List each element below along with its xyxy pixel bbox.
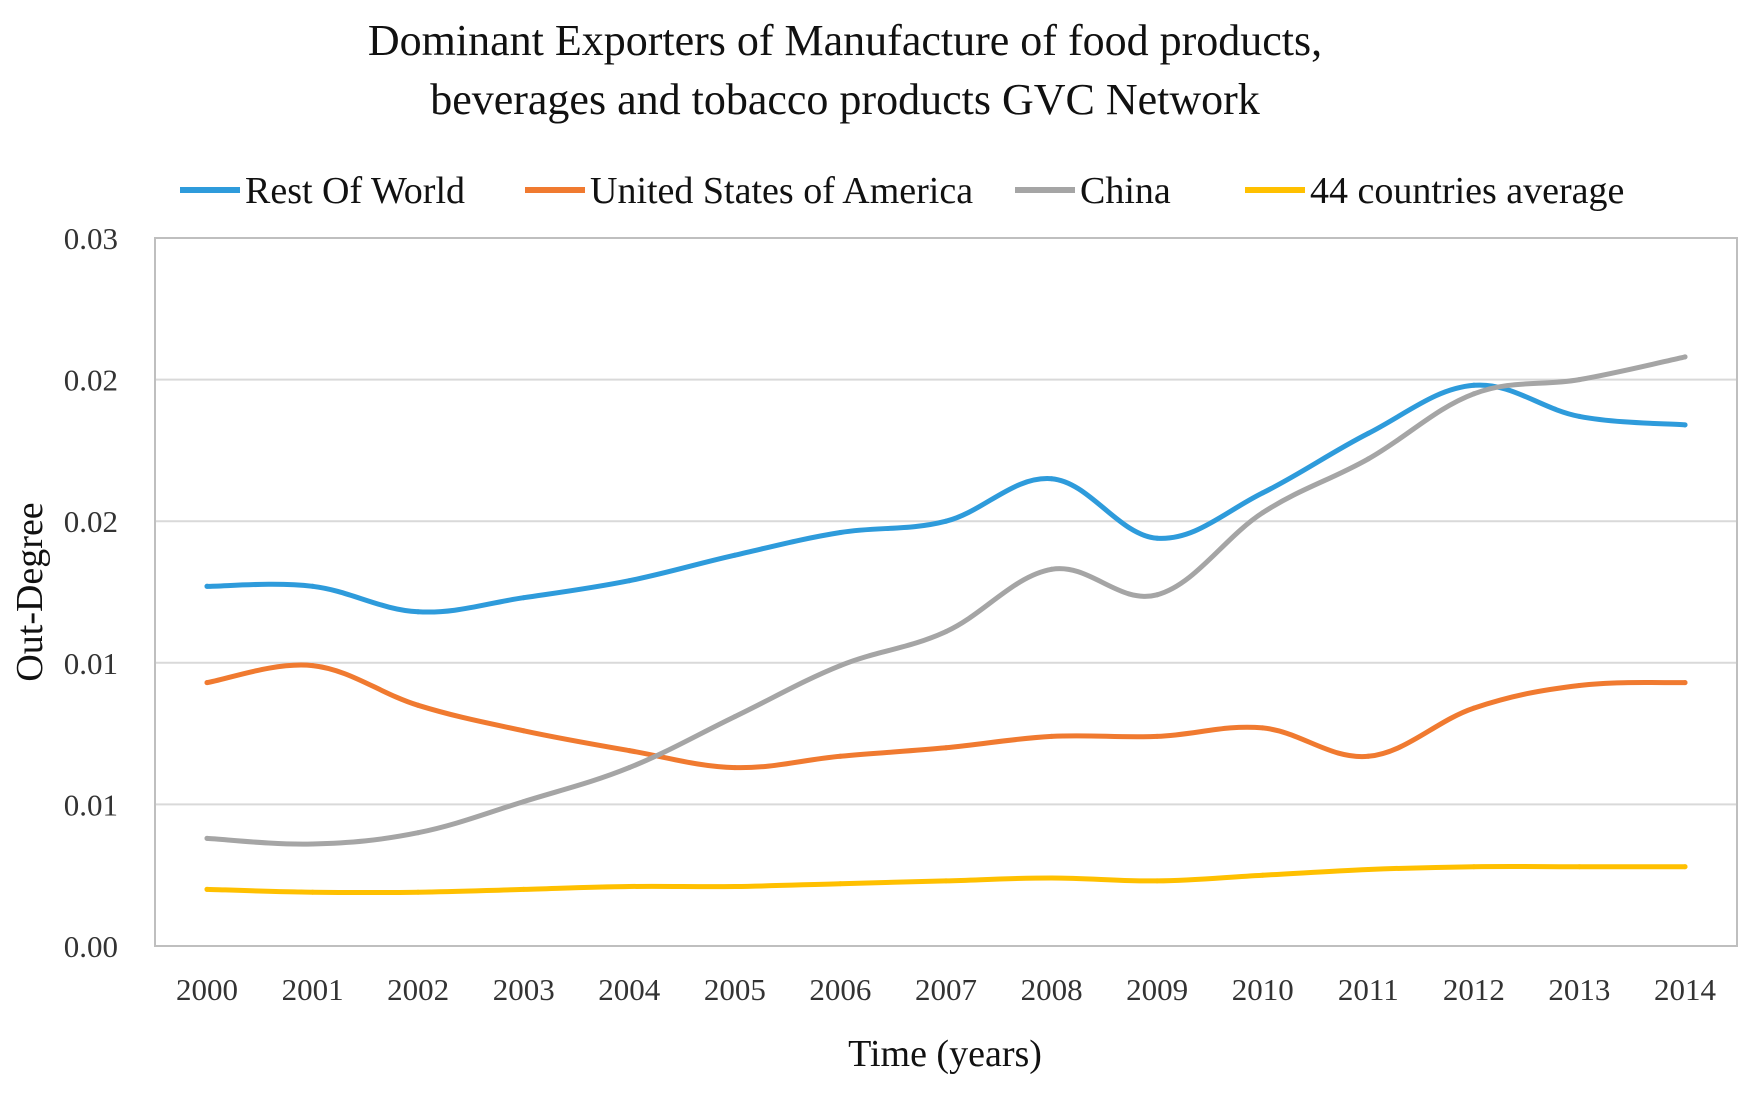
x-tick-label: 2010 <box>1232 972 1294 1007</box>
data-point-rest-of-world-2001 <box>310 583 316 589</box>
x-tick-label: 2009 <box>1126 972 1188 1007</box>
data-point-rest-of-world-2007 <box>943 518 949 524</box>
y-tick-label: 0.01 <box>64 646 118 681</box>
data-point-united-states-of-america-2005 <box>732 765 738 771</box>
legend-label-united-states: United States of America <box>590 170 973 212</box>
data-point-china-2014 <box>1682 354 1688 360</box>
data-point-china-2009 <box>1154 592 1160 598</box>
data-point-united-states-of-america-2008 <box>1049 733 1055 739</box>
x-axis-title: Time (years) <box>848 1033 1042 1075</box>
data-point-44-countries-average-2012 <box>1471 864 1477 870</box>
data-point-united-states-of-america-2001 <box>310 663 316 669</box>
data-point-united-states-of-america-2007 <box>943 745 949 751</box>
chart-title-line-2: beverages and tobacco products GVC Netwo… <box>430 75 1260 124</box>
data-point-china-2003 <box>521 799 527 805</box>
data-point-united-states-of-america-2009 <box>1154 733 1160 739</box>
x-tick-label: 2004 <box>598 972 661 1007</box>
x-tick-label: 2007 <box>915 972 977 1007</box>
plot-area-border <box>154 237 1738 947</box>
data-point-united-states-of-america-2004 <box>626 748 632 754</box>
data-point-44-countries-average-2006 <box>837 881 843 887</box>
data-point-rest-of-world-2000 <box>204 583 210 589</box>
data-point-rest-of-world-2002 <box>415 609 421 615</box>
chart-title-line-1: Dominant Exporters of Manufacture of foo… <box>368 16 1322 65</box>
data-point-rest-of-world-2013 <box>1576 413 1582 419</box>
y-tick-label: 0.02 <box>64 363 118 398</box>
data-point-united-states-of-america-2003 <box>521 728 527 734</box>
data-point-rest-of-world-2014 <box>1682 422 1688 428</box>
legend-label-44-countries-average: 44 countries average <box>1310 170 1624 212</box>
y-tick-label: 0.02 <box>64 504 118 539</box>
data-point-china-2012 <box>1471 391 1477 397</box>
y-tick-label: 0.00 <box>64 929 118 964</box>
data-point-44-countries-average-2007 <box>943 878 949 884</box>
x-tick-label: 2001 <box>282 972 344 1007</box>
data-point-44-countries-average-2014 <box>1682 864 1688 870</box>
data-point-rest-of-world-2003 <box>521 595 527 601</box>
legend-label-rest-of-world: Rest Of World <box>245 170 465 212</box>
data-point-china-2007 <box>943 629 949 635</box>
data-point-44-countries-average-2011 <box>1365 867 1371 872</box>
data-point-united-states-of-america-2011 <box>1365 753 1371 759</box>
data-point-rest-of-world-2010 <box>1260 490 1266 496</box>
data-point-44-countries-average-2001 <box>310 889 316 895</box>
data-point-rest-of-world-2006 <box>837 530 843 535</box>
series-line-rest-of-world <box>204 382 1688 615</box>
y-axis-tick-labels: 0.00 0.01 0.01 0.02 0.02 0.03 <box>64 221 118 964</box>
data-point-united-states-of-america-2006 <box>837 753 843 759</box>
legend: Rest Of World United States of America C… <box>180 170 1624 212</box>
data-point-44-countries-average-2004 <box>626 884 632 889</box>
data-point-44-countries-average-2003 <box>521 886 527 892</box>
series-line-china <box>204 354 1688 847</box>
x-tick-label: 2000 <box>176 972 238 1007</box>
data-point-44-countries-average-2010 <box>1260 872 1266 878</box>
x-tick-label: 2014 <box>1654 972 1717 1007</box>
x-tick-label: 2013 <box>1548 972 1610 1007</box>
x-tick-label: 2002 <box>387 972 449 1007</box>
data-point-china-2011 <box>1365 456 1371 462</box>
data-point-china-2010 <box>1260 510 1266 516</box>
x-tick-label: 2011 <box>1338 972 1399 1007</box>
data-point-rest-of-world-2005 <box>732 552 738 558</box>
data-point-china-2008 <box>1049 566 1055 572</box>
y-axis-title: Out-Degree <box>9 502 51 681</box>
x-tick-label: 2005 <box>704 972 766 1007</box>
x-axis-tick-labels: 2000 2001 2002 2003 2004 2005 2006 2007 2008 2009… <box>176 972 1717 1007</box>
data-point-44-countries-average-2002 <box>415 889 421 895</box>
x-tick-label: 2006 <box>809 972 871 1007</box>
data-point-china-2006 <box>837 663 843 669</box>
data-point-44-countries-average-2005 <box>732 884 738 889</box>
y-tick-label: 0.01 <box>64 787 118 822</box>
data-point-china-2005 <box>732 714 738 720</box>
x-tick-label: 2003 <box>493 972 555 1007</box>
data-point-united-states-of-america-2014 <box>1682 680 1688 686</box>
data-point-united-states-of-america-2010 <box>1260 725 1266 731</box>
x-tick-label: 2012 <box>1443 972 1505 1007</box>
data-point-china-2013 <box>1576 377 1582 383</box>
data-point-united-states-of-america-2012 <box>1471 705 1477 711</box>
data-point-44-countries-average-2000 <box>204 886 210 892</box>
data-point-united-states-of-america-2002 <box>415 702 421 708</box>
legend-label-china: China <box>1080 170 1171 212</box>
x-tick-label: 2008 <box>1021 972 1083 1007</box>
data-point-rest-of-world-2004 <box>626 578 632 584</box>
data-point-44-countries-average-2008 <box>1049 875 1055 881</box>
data-point-china-2004 <box>626 765 632 771</box>
series-lines <box>204 354 1688 896</box>
data-point-rest-of-world-2008 <box>1049 476 1055 482</box>
data-point-44-countries-average-2013 <box>1576 864 1582 870</box>
data-point-china-2002 <box>415 830 421 836</box>
data-point-china-2001 <box>310 841 316 847</box>
data-point-rest-of-world-2009 <box>1154 535 1160 541</box>
data-point-united-states-of-america-2000 <box>204 680 210 686</box>
data-point-rest-of-world-2012 <box>1471 382 1477 388</box>
data-point-rest-of-world-2011 <box>1365 430 1371 436</box>
y-tick-label: 0.03 <box>64 221 118 256</box>
data-point-united-states-of-america-2013 <box>1576 683 1582 688</box>
data-point-44-countries-average-2009 <box>1154 878 1160 884</box>
data-point-china-2000 <box>204 835 210 841</box>
